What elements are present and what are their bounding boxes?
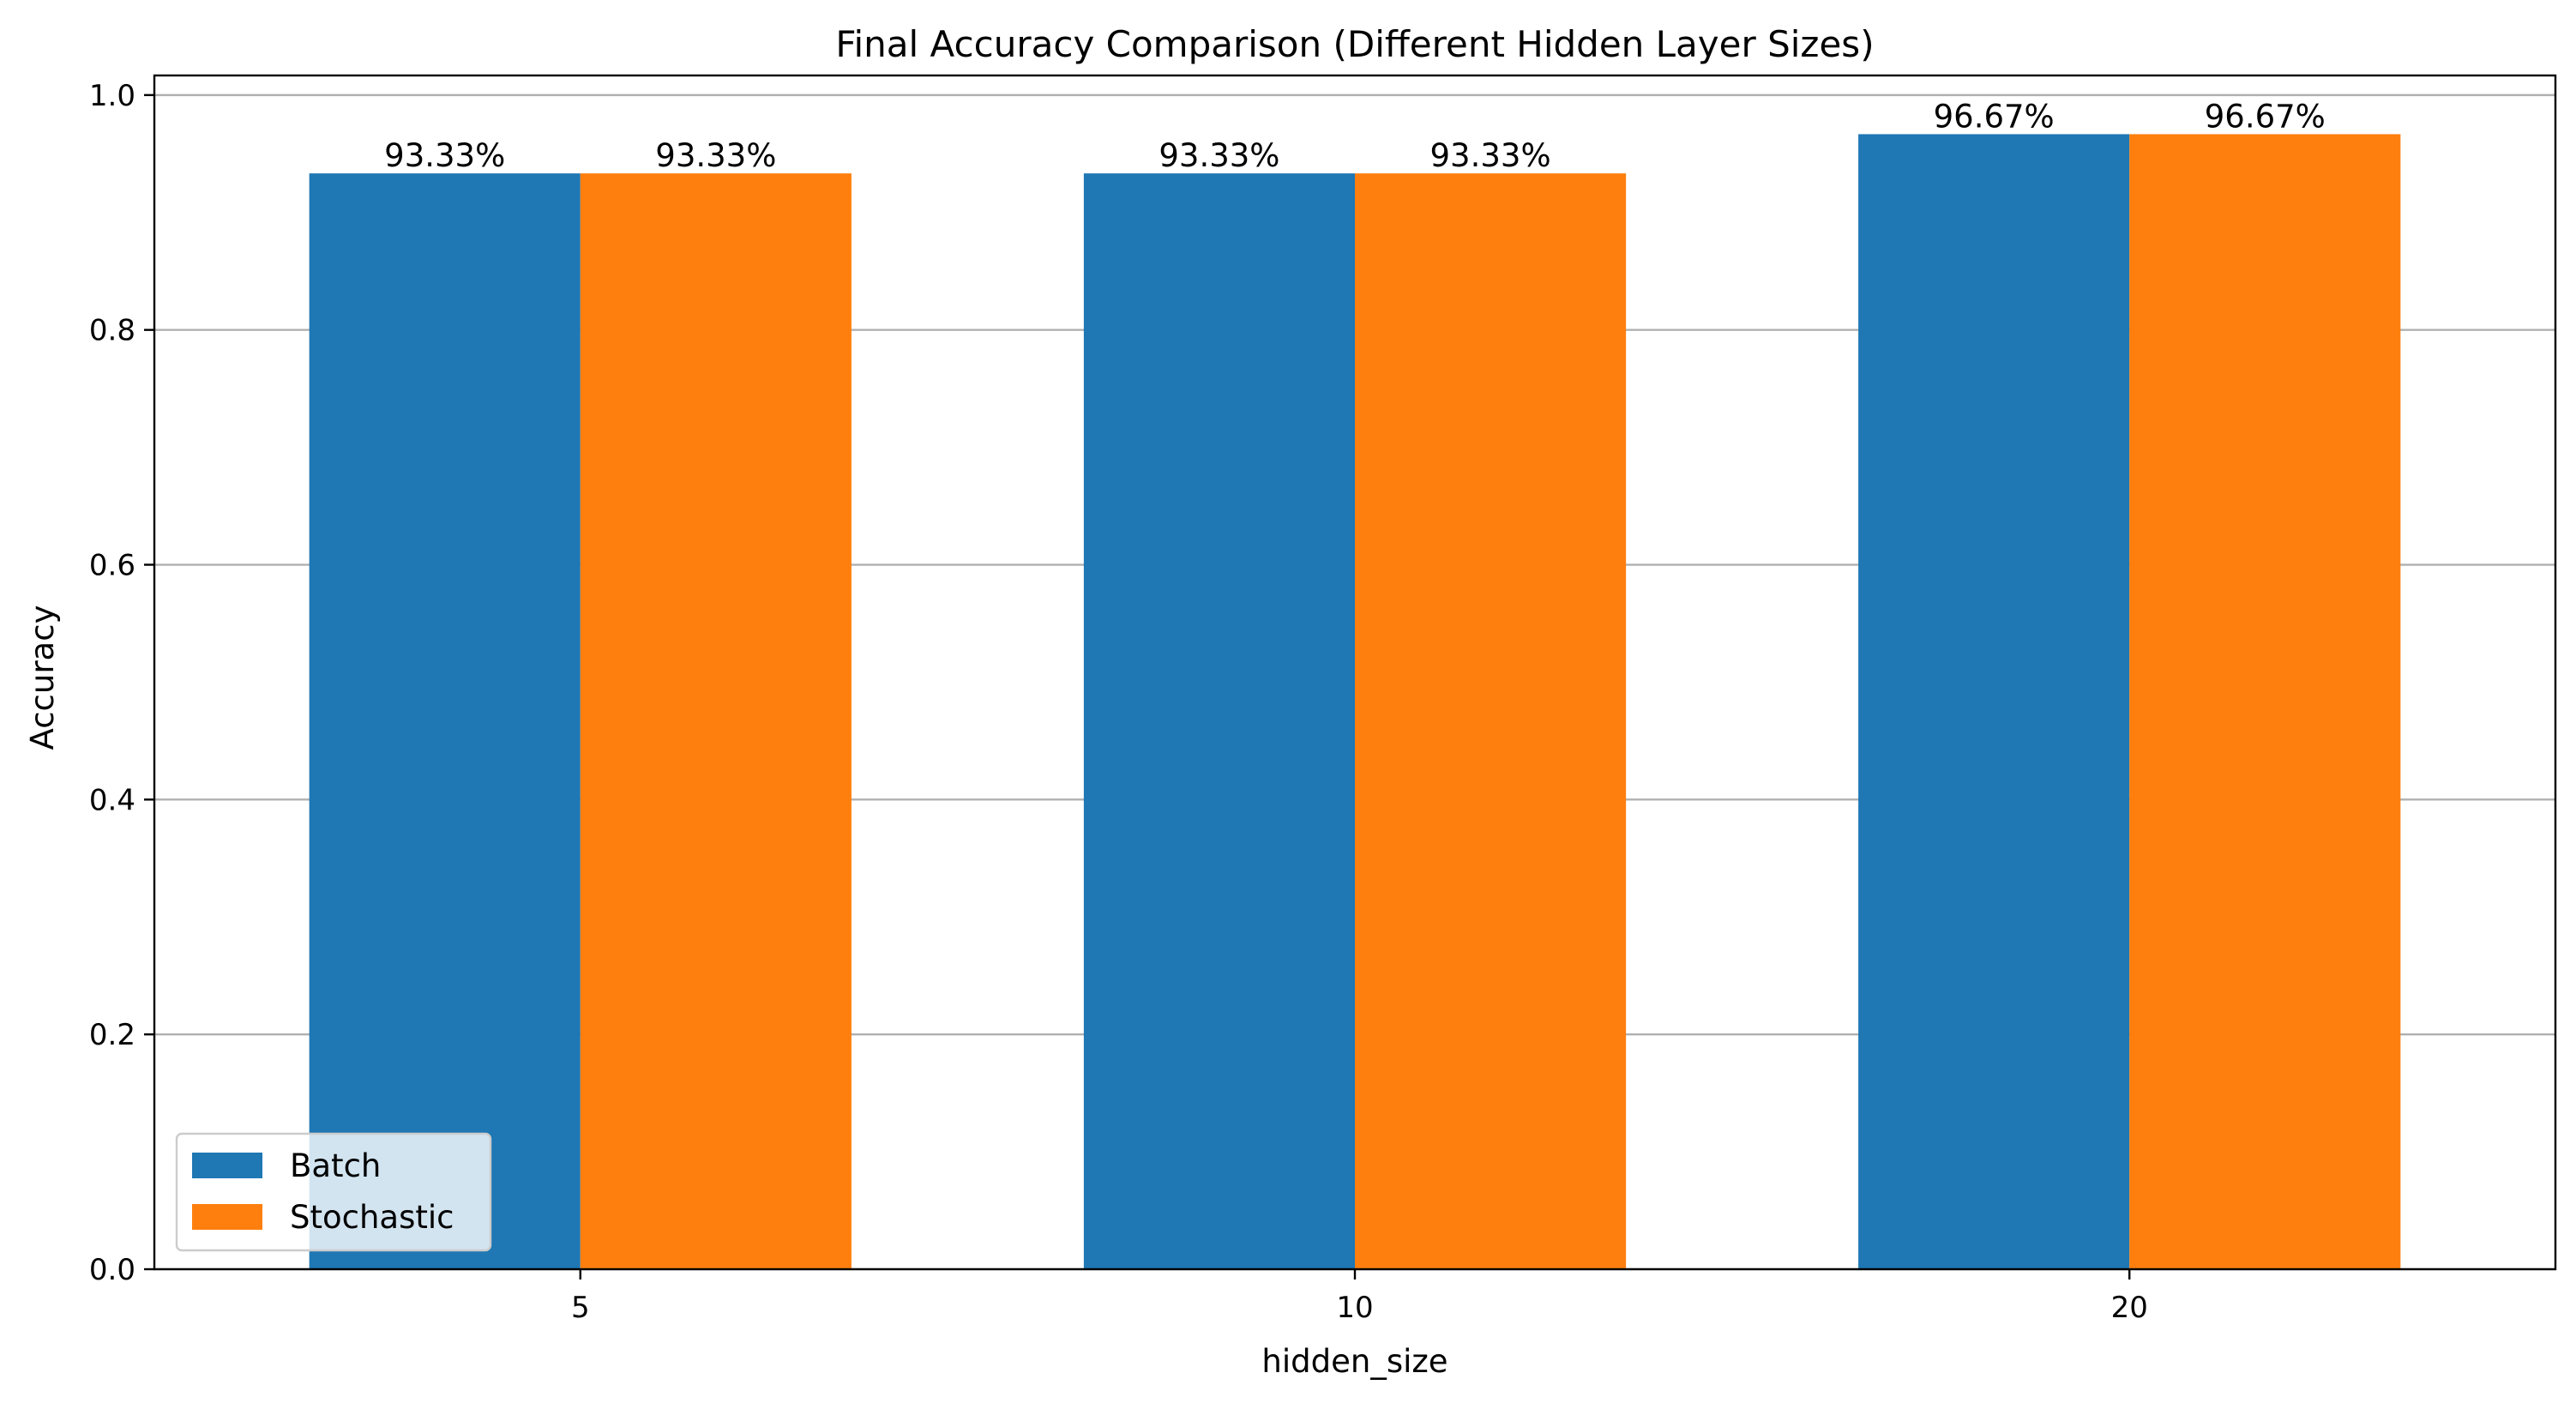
bar-stochastic-20 [2129,134,2401,1269]
y-tick-label: 0.2 [89,1018,135,1052]
data-label-stochastic-10: 93.33% [1430,137,1551,174]
bar-batch-10 [1083,173,1355,1269]
legend-swatch-batch [192,1153,262,1178]
data-label-batch-10: 93.33% [1159,137,1279,174]
x-tick-label: 20 [2111,1291,2148,1325]
bar-stochastic-5 [580,173,852,1269]
y-axis-label: Accuracy [24,605,61,750]
data-labels: 93.33% 93.33% 96.67% 93.33% 93.33% 96.67% [384,98,2326,174]
axis-ticks: 0.0 0.2 0.4 0.6 0.8 1.0 5 10 20 [89,79,2148,1325]
data-label-batch-20: 96.67% [1934,98,2055,135]
y-tick-label: 0.8 [89,314,135,348]
x-axis-label: hidden_size [1261,1343,1447,1380]
x-tick-label: 10 [1336,1291,1373,1325]
chart-title: Final Accuracy Comparison (Different Hid… [835,23,1874,65]
data-label-stochastic-20: 96.67% [2205,98,2326,135]
bar-batch-20 [1858,134,2130,1269]
y-tick-label: 0.4 [89,783,135,817]
data-label-stochastic-5: 93.33% [655,137,776,174]
legend-label-batch: Batch [290,1147,381,1184]
y-tick-label: 1.0 [89,79,135,113]
data-label-batch-5: 93.33% [384,137,505,174]
y-tick-label: 0.0 [89,1253,135,1287]
x-tick-label: 5 [571,1291,590,1325]
y-tick-label: 0.6 [89,549,135,583]
bars [309,134,2401,1269]
legend-label-stochastic: Stochastic [290,1199,454,1236]
legend-swatch-stochastic [192,1204,262,1230]
bar-stochastic-10 [1355,173,1627,1269]
legend: Batch Stochastic [175,1132,492,1252]
bar-batch-5 [309,173,581,1269]
